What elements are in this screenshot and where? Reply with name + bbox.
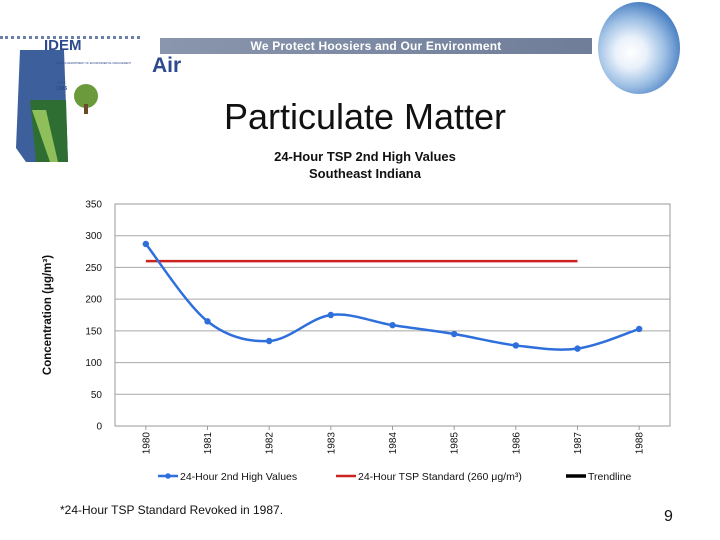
x-tick-label-1985: 1985 — [450, 432, 461, 455]
x-tick-label-1984: 1984 — [388, 432, 399, 455]
x-tick-label-1982: 1982 — [265, 432, 276, 455]
data-point-1981 — [204, 318, 211, 325]
tree-trunk-icon — [84, 104, 88, 114]
footnote: *24-Hour TSP Standard Revoked in 1987. — [60, 503, 284, 517]
data-point-1984 — [389, 321, 396, 329]
x-tick-label-1981: 1981 — [203, 432, 214, 455]
slogan-text: We Protect Hoosiers and Our Environment — [250, 39, 502, 53]
legend-marker-values — [165, 473, 171, 479]
y-axis-label: Concentration (μg/m³) — [42, 255, 54, 375]
est-year: 1986 — [56, 86, 67, 92]
idem-logo: IDEM INDIANA DEPARTMENT OF ENVIRONMENTAL… — [16, 40, 131, 162]
chart-subtitle: Southeast Indiana — [309, 166, 421, 181]
section-label: Air — [152, 54, 182, 77]
header-dotted-rule — [0, 36, 140, 39]
data-point-1986 — [512, 342, 520, 349]
y-tick-label-300: 300 — [85, 231, 102, 242]
values-line — [144, 243, 640, 351]
org-full-name: INDIANA DEPARTMENT OF ENVIRONMENTAL MANA… — [56, 61, 131, 65]
chart-series — [142, 240, 643, 352]
tree-icon — [74, 84, 98, 108]
x-axis: 1980 1981 1982 1983 1984 1985 1986 1987 1988 — [141, 426, 646, 455]
x-tick-label-1980: 1980 — [141, 432, 152, 455]
data-point-1982 — [265, 337, 273, 345]
sky-cloud-image — [598, 2, 680, 94]
x-tick-label-1988: 1988 — [635, 432, 646, 455]
x-tick-label-1986: 1986 — [511, 432, 522, 455]
est-label: EST. — [58, 80, 66, 85]
logo-road — [32, 110, 58, 162]
y-tick-label-150: 150 — [85, 326, 102, 337]
y-tick-label-100: 100 — [85, 358, 102, 369]
org-short-name: IDEM — [44, 40, 82, 54]
chart-grid — [115, 203, 670, 427]
data-point-1983 — [327, 311, 335, 319]
data-point-1985 — [450, 330, 458, 338]
y-tick-label-250: 250 — [85, 263, 102, 274]
page-number: 9 — [664, 508, 673, 525]
slogan-bar: We Protect Hoosiers and Our Environment — [160, 38, 592, 54]
plot-frame — [114, 203, 671, 427]
data-point-1980 — [142, 240, 150, 248]
section-bar — [140, 54, 592, 76]
legend-label-trendline: Trendline — [588, 471, 632, 483]
y-tick-label-50: 50 — [91, 390, 103, 401]
chart-title-block: 24-Hour TSP 2nd High Values Southeast In… — [0, 148, 720, 182]
slide-title: Particulate Matter — [223, 96, 507, 137]
data-point-1988 — [635, 325, 643, 333]
y-tick-label-200: 200 — [85, 295, 102, 306]
chart-legend: 24-Hour 2nd High Values 24-Hour TSP Stand… — [158, 471, 632, 483]
data-point-1987 — [574, 345, 581, 352]
legend-label-standard: 24-Hour TSP Standard (260 μg/m³) — [358, 471, 522, 483]
x-tick-label-1987: 1987 — [573, 432, 584, 455]
x-tick-label-1983: 1983 — [326, 432, 337, 455]
y-tick-label-0: 0 — [96, 422, 102, 433]
chart-title: 24-Hour TSP 2nd High Values — [274, 149, 456, 164]
y-axis: 0 50 100 150 200 250 300 350 — [85, 200, 102, 433]
legend-label-values: 24-Hour 2nd High Values — [180, 471, 297, 483]
y-tick-label-350: 350 — [85, 200, 102, 211]
